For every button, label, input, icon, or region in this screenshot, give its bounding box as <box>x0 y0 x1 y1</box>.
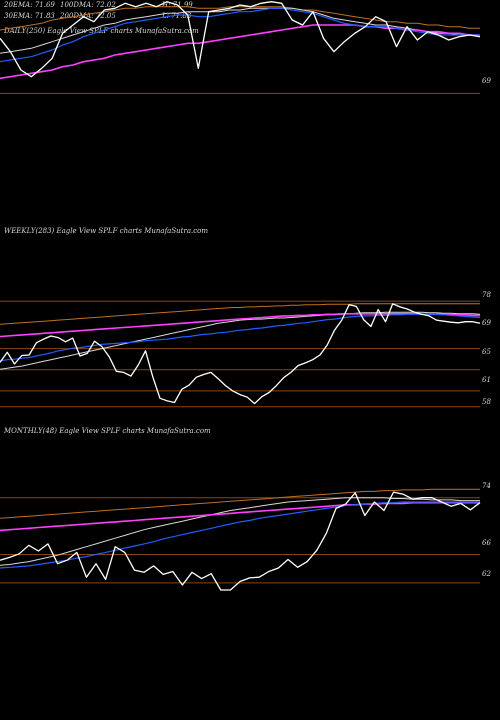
weekly-ytick-58: 58 <box>482 398 491 406</box>
daily-ema_mid-line <box>0 6 480 31</box>
weekly-ytick-65: 65 <box>482 348 491 356</box>
weekly-price-line <box>0 303 481 405</box>
monthly-ytick-66: 66 <box>482 539 491 547</box>
monthly-ema_long-line <box>0 501 480 532</box>
daily-ema20-label: 20EMA: 71.69 <box>3 1 55 9</box>
daily-price-line <box>0 1 481 78</box>
monthly-ema_short-line <box>0 501 480 569</box>
weekly-ema_mid-line <box>0 303 480 325</box>
weekly-sma-line <box>0 311 481 370</box>
daily-dma100-label: 100DMA: 72.02 <box>60 1 116 9</box>
weekly-ytick-61: 61 <box>482 376 491 384</box>
chart-lines-group <box>0 1 481 591</box>
daily-sma-line <box>0 7 480 54</box>
daily-l-label: L: 71.63 <box>161 12 192 20</box>
weekly-ytick-78: 78 <box>482 291 491 299</box>
weekly-ema_long-line <box>0 312 480 338</box>
weekly-ytick-69: 69 <box>482 319 491 327</box>
daily-ema_short-line <box>0 7 480 63</box>
daily-dma200-label: 200DMA: 72.05 <box>59 12 116 20</box>
monthly-sma-line <box>0 497 480 566</box>
monthly-price-line <box>0 491 481 591</box>
monthly-ytick-74: 74 <box>482 482 491 490</box>
monthly-ytick-62: 62 <box>482 570 491 578</box>
monthly-header-label: MONTHLY(48) Eagle View SPLF charts Munaf… <box>3 427 211 435</box>
daily-ytick-69: 69 <box>482 77 491 85</box>
weekly-ema_short-line <box>0 313 481 362</box>
weekly-header-label: WEEKLY(283) Eagle View SPLF charts Munaf… <box>4 227 208 235</box>
monthly-ema_mid-line <box>0 488 480 519</box>
daily-ema30-label: 30EMA: 71.83 <box>4 12 55 20</box>
